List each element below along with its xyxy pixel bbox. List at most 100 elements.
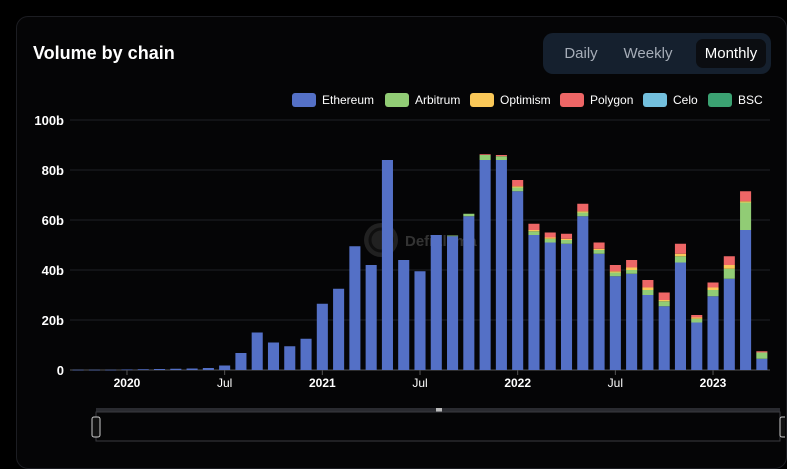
slider-grip-icon[interactable] (436, 408, 442, 412)
bar-ethereum (186, 368, 198, 370)
bar-ethereum (447, 236, 459, 370)
bar-optimism (512, 186, 524, 188)
slider-right-handle[interactable] (779, 416, 785, 438)
bar-ethereum (642, 295, 654, 370)
legend-swatch (560, 92, 584, 107)
y-tick-label: 0 (57, 363, 64, 378)
bar-arbitrum (674, 256, 686, 263)
x-tick-label: Jul (217, 376, 232, 390)
bar-optimism (642, 287, 654, 290)
bar-arbitrum (560, 240, 573, 244)
bar-ethereum (121, 369, 133, 371)
bar-ethereum (756, 358, 768, 370)
bar-arbitrum (463, 213, 475, 217)
bar-ethereum (170, 368, 182, 370)
bar-polygon (626, 260, 638, 268)
legend-swatch (470, 92, 494, 107)
monthly-button[interactable]: Monthly (696, 39, 766, 68)
x-tick-label: 2023 (700, 376, 727, 390)
bar-arbitrum (658, 301, 670, 307)
legend-label: Arbitrum (415, 92, 461, 107)
bar-ethereum (365, 265, 377, 370)
legend-item-polygon[interactable]: Polygon (560, 92, 633, 110)
daily-button[interactable]: Daily (564, 45, 598, 62)
slider-window[interactable] (95, 411, 781, 442)
legend-label: BSC (738, 92, 763, 107)
bar-polygon (740, 191, 752, 202)
bar-polygon (544, 232, 556, 238)
legend-item-ethereum[interactable]: Ethereum (292, 92, 374, 110)
legend-swatch (708, 92, 732, 107)
bar-arbitrum (707, 290, 719, 297)
bar-polygon (756, 351, 768, 353)
bar-optimism (626, 267, 638, 270)
bar-polygon (577, 203, 589, 212)
bar-ethereum (284, 346, 296, 370)
legend-item-celo[interactable]: Celo (643, 92, 698, 110)
legend-label: Celo (673, 92, 698, 107)
bar-arbitrum (512, 187, 524, 192)
bar-optimism (740, 201, 752, 203)
bar-polygon (691, 315, 703, 318)
bar-ethereum (381, 160, 393, 370)
bar-optimism (577, 211, 589, 213)
x-tick-label: 2020 (114, 376, 141, 390)
legend-label: Optimism (500, 92, 551, 107)
bar-ethereum (609, 276, 621, 370)
chart-title: Volume by chain (33, 43, 175, 63)
bar-ethereum (316, 303, 328, 370)
bar-ethereum (154, 369, 166, 370)
bar-ethereum (495, 160, 507, 370)
bar-arbitrum (691, 318, 703, 323)
bar-ethereum (674, 262, 686, 370)
y-tick-label: 40b (42, 263, 64, 278)
x-tick-label: Jul (412, 376, 427, 390)
bar-ethereum (88, 369, 100, 371)
legend-item-optimism[interactable]: Optimism (470, 92, 551, 110)
bar-polygon (658, 292, 670, 300)
x-tick-label: 2021 (309, 376, 336, 390)
y-tick-label: 100b (34, 113, 64, 128)
bar-optimism (544, 237, 556, 239)
bar-ethereum (219, 365, 231, 370)
bar-polygon (495, 155, 507, 157)
x-tick-label: 2022 (504, 376, 531, 390)
bar-ethereum (414, 271, 426, 370)
bar-optimism (658, 300, 670, 302)
bar-arbitrum (626, 270, 638, 274)
bar-arbitrum (723, 268, 735, 279)
bar-optimism (593, 248, 605, 250)
bar-optimism (674, 253, 686, 257)
bar-ethereum (202, 368, 214, 370)
bar-arbitrum (609, 272, 621, 277)
bar-ethereum (398, 260, 410, 370)
bar-ethereum (512, 191, 524, 370)
legend-swatch (643, 92, 667, 107)
legend-item-bsc[interactable]: BSC (708, 92, 763, 110)
bar-arbitrum (447, 235, 459, 237)
bar-optimism (691, 317, 703, 319)
bar-arbitrum (479, 155, 491, 160)
x-tick-label: Jul (608, 376, 623, 390)
legend-label: Ethereum (322, 92, 375, 107)
slider-left-handle[interactable] (91, 416, 101, 438)
bar-ethereum (300, 338, 312, 370)
legend-item-arbitrum[interactable]: Arbitrum (385, 92, 460, 110)
bar-ethereum (560, 243, 573, 370)
y-axis: 0 20b 40b 60b 80b 100b (34, 113, 64, 378)
bar-optimism (707, 287, 719, 290)
bar-polygon (707, 282, 719, 288)
bar-ethereum (593, 253, 605, 370)
legend-swatch (385, 92, 409, 107)
bar-ethereum (267, 342, 280, 370)
weekly-button[interactable]: Weekly (623, 45, 673, 62)
y-tick-label: 60b (42, 213, 64, 228)
zoom-slider[interactable] (91, 408, 785, 442)
watermark: DefiLlama (364, 223, 477, 257)
bar-ethereum (658, 306, 670, 370)
bar-optimism (609, 271, 621, 273)
legend-label: Polygon (590, 92, 634, 107)
bar-polygon (723, 256, 735, 265)
bar-ethereum (544, 242, 556, 370)
